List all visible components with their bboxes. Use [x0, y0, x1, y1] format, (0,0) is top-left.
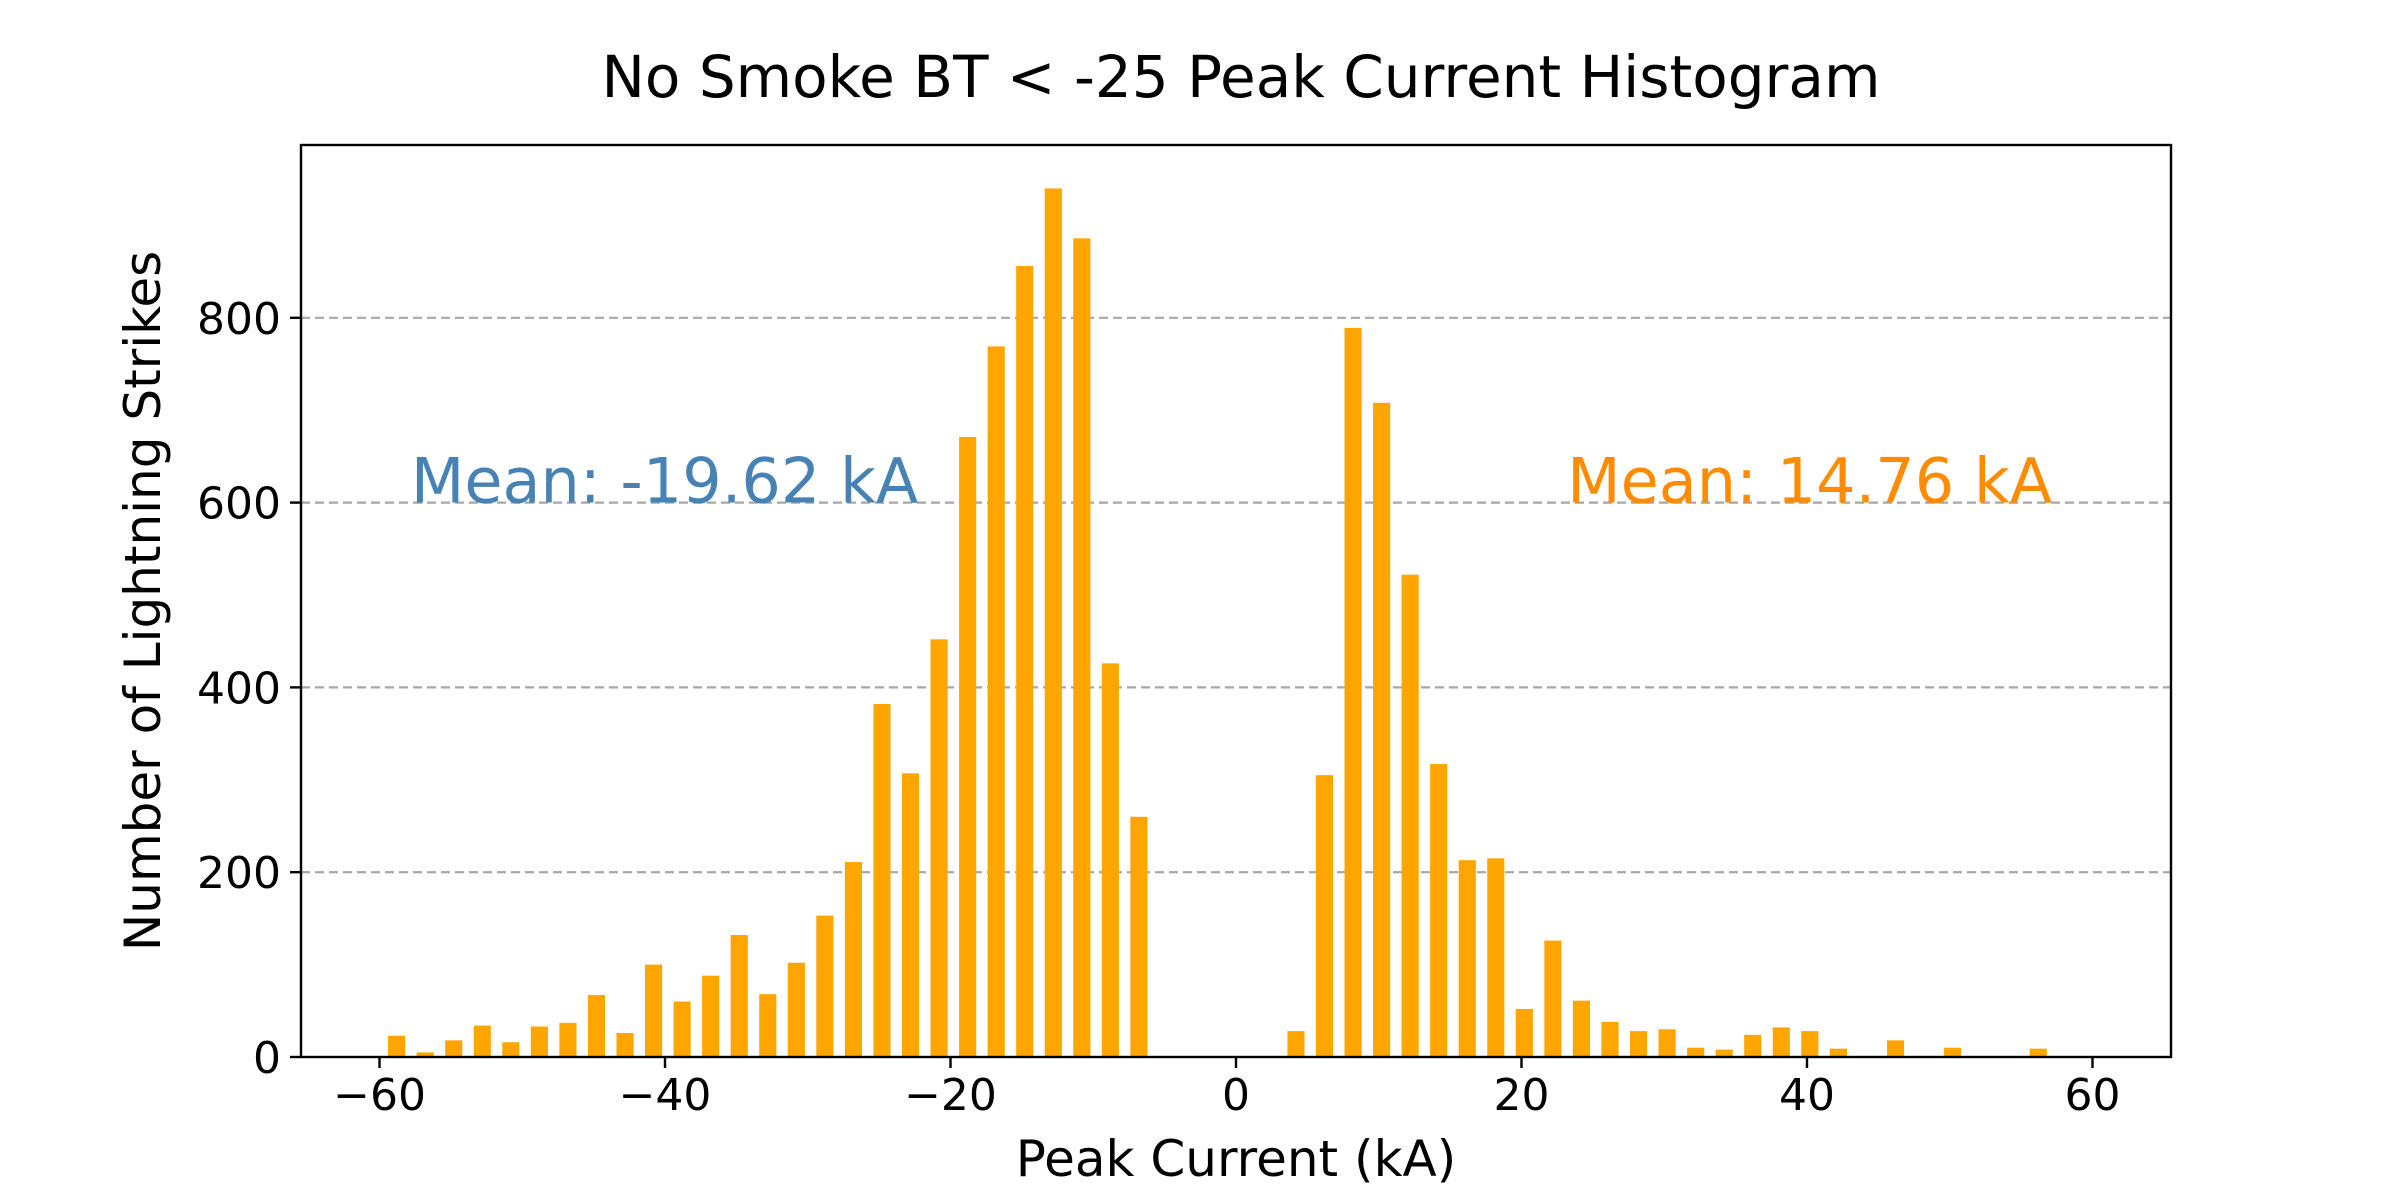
histogram-bar: [1944, 1047, 1962, 1057]
histogram-bar: [901, 773, 920, 1057]
y-tick-label: 800: [197, 294, 281, 345]
y-tick-label: 600: [197, 479, 281, 530]
y-gridlines: [301, 316, 2171, 874]
histogram-bar: [787, 962, 805, 1057]
x-axis-label: Peak Current (kA): [1016, 1130, 1456, 1188]
histogram-bar: [1373, 402, 1391, 1057]
histogram-bar: [1544, 940, 1562, 1057]
histogram-bar: [1130, 816, 1148, 1057]
histogram-bar: [1772, 1027, 1790, 1057]
histogram-bar: [587, 995, 606, 1057]
histogram-bar: [1430, 764, 1448, 1057]
y-tick-label: 400: [197, 663, 281, 714]
histogram-bar: [502, 1042, 520, 1057]
histogram-bar: [844, 862, 862, 1057]
histogram-bar: [959, 436, 977, 1057]
histogram-bar: [1101, 663, 1119, 1057]
histogram-bar: [1886, 1040, 1905, 1057]
histogram-bar: [816, 915, 834, 1057]
histogram-bar: [616, 1032, 634, 1057]
x-tick-label: 40: [1779, 1070, 1835, 1121]
histogram-bar: [1458, 860, 1476, 1057]
mean-annotation: Mean: 14.76 kA: [1567, 445, 2052, 518]
y-tick-label: 0: [253, 1033, 281, 1084]
x-tick-label: −40: [619, 1070, 712, 1121]
histogram-bar: [759, 994, 777, 1057]
histogram-bar: [1287, 1031, 1305, 1057]
y-axis-label: Number of Lightning Strikes: [114, 251, 172, 951]
histogram-bar: [1315, 775, 1334, 1057]
histogram-bar: [445, 1040, 463, 1057]
y-tick-label: 200: [197, 848, 281, 899]
histogram-bar: [1744, 1034, 1762, 1057]
histogram-bar: [2029, 1048, 2047, 1057]
histogram-bars: [388, 188, 2047, 1058]
histogram-bar: [1801, 1031, 1819, 1057]
x-tick-label: 60: [2064, 1070, 2120, 1121]
histogram-bar: [1515, 1008, 1533, 1057]
histogram-bar: [416, 1052, 434, 1057]
histogram-bar: [1044, 188, 1062, 1057]
x-tick-label: −20: [904, 1070, 997, 1121]
y-axis-ticks: 0 200 400 600 800: [197, 294, 301, 1084]
mean-annotation: Mean: -19.62 kA: [411, 445, 918, 518]
histogram-bar: [1715, 1049, 1733, 1057]
histogram-bar: [1829, 1048, 1847, 1057]
histogram-bar: [702, 975, 720, 1057]
x-axis-ticks: −60 −40 −20 0 20 40 60: [333, 1057, 2120, 1121]
histogram-bar: [873, 704, 891, 1057]
x-tick-label: −60: [333, 1070, 426, 1121]
histogram-bar: [388, 1035, 406, 1057]
mean-annotations: Mean: -19.62 kA Mean: 14.76 kA: [411, 445, 2052, 518]
x-tick-label: 20: [1493, 1070, 1549, 1121]
histogram-bar: [1016, 266, 1034, 1057]
histogram-bar: [1572, 1000, 1591, 1057]
histogram-bar: [930, 639, 948, 1057]
chart-title: No Smoke BT < -25 Peak Current Histogram: [602, 43, 1881, 111]
histogram-bar: [530, 1026, 548, 1057]
histogram-bar: [1401, 574, 1419, 1057]
histogram-bar: [1344, 327, 1362, 1057]
histogram-bar: [1687, 1047, 1705, 1057]
histogram-bar: [730, 935, 748, 1057]
histogram-bar: [1658, 1029, 1676, 1057]
plot-area-frame: [299, 143, 2173, 1059]
x-tick-label: 0: [1222, 1070, 1250, 1121]
histogram-bar: [473, 1025, 491, 1057]
histogram-bar: [645, 964, 663, 1057]
histogram-bar: [673, 1001, 691, 1057]
histogram-bar: [1629, 1031, 1648, 1057]
histogram-bar: [1487, 858, 1505, 1057]
histogram-bar: [1601, 1021, 1619, 1057]
histogram-bar: [1073, 238, 1091, 1058]
histogram-bar: [987, 346, 1005, 1057]
histogram-bar: [559, 1022, 577, 1057]
